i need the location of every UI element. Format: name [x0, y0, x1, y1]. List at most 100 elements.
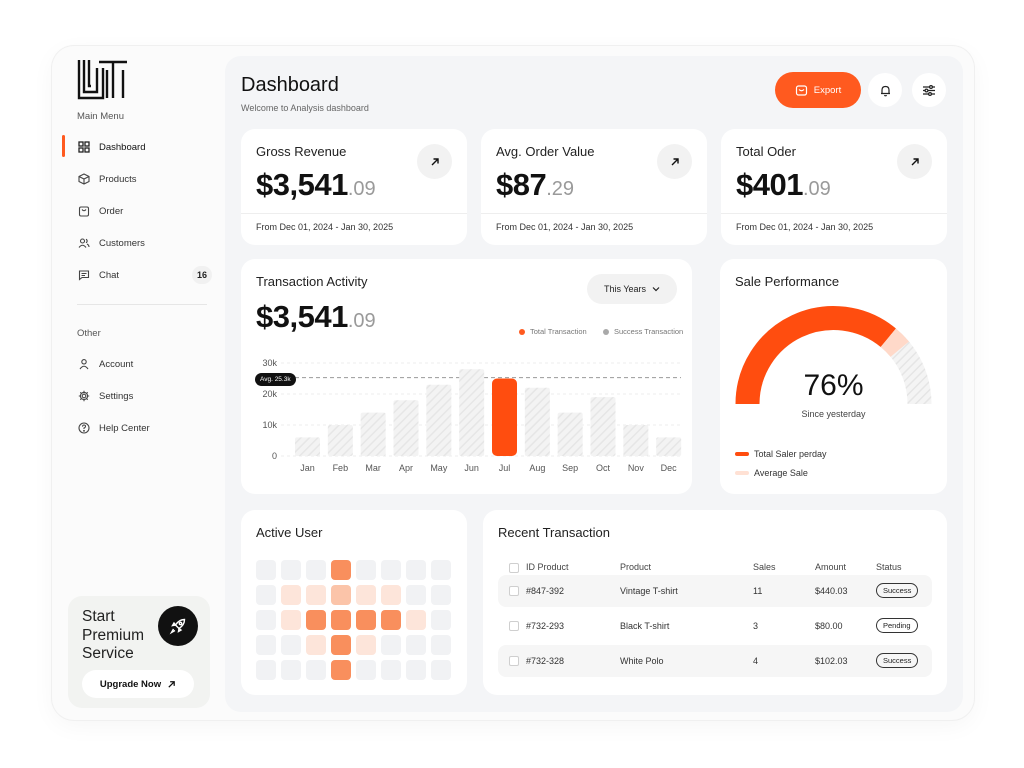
chat-icon: [77, 268, 91, 282]
legend-bar-total: [735, 452, 749, 456]
page-subtitle: Welcome to Analysis dashboard: [241, 103, 369, 113]
user-icon: [77, 357, 91, 371]
x-tick-label: Aug: [529, 463, 545, 473]
card-divider: [241, 213, 467, 214]
sidebar-item-order[interactable]: Order: [77, 200, 212, 222]
heatmap-cell: [306, 610, 326, 630]
sidebar-item-dashboard[interactable]: Dashboard: [77, 136, 212, 158]
heatmap-cell: [281, 560, 301, 580]
heatmap-cell: [381, 585, 401, 605]
row-checkbox[interactable]: [509, 656, 519, 666]
chart-bar: [557, 412, 583, 456]
notification-button[interactable]: [868, 73, 902, 107]
help-icon: [77, 421, 91, 435]
chart-bar: [623, 425, 649, 456]
chart-bar: [459, 369, 485, 456]
x-tick-label: Mar: [365, 463, 381, 473]
gauge-tip: [880, 328, 910, 358]
recent-transaction-card: Recent Transaction ID Product Product Sa…: [483, 510, 947, 695]
sidebar-item-products[interactable]: Products: [77, 168, 212, 190]
stat-value-decimal: .29: [546, 178, 575, 200]
cell-product: Vintage T-shirt: [620, 586, 678, 596]
heatmap-cell: [256, 635, 276, 655]
heatmap-cell: [406, 660, 426, 680]
heatmap-cell: [431, 585, 451, 605]
select-all-checkbox[interactable]: [509, 563, 519, 573]
transaction-value-main: $3,541: [256, 299, 348, 334]
heatmap-cell: [406, 560, 426, 580]
open-stat-button[interactable]: [657, 144, 692, 179]
col-amount: Amount: [815, 562, 847, 572]
sidebar-item-customers[interactable]: Customers: [77, 232, 212, 254]
legend-success: Success Transaction: [603, 327, 683, 336]
heatmap-cell: [431, 635, 451, 655]
table-row[interactable]: #732-293 Black T-shirt 3 $80.00 Pending: [498, 610, 932, 642]
y-tick-label: 20k: [262, 389, 277, 399]
transaction-value-decimal: .09: [347, 310, 376, 332]
table-row[interactable]: #732-328 White Polo 4 $102.03 Success: [498, 645, 932, 677]
filter-button[interactable]: [912, 73, 946, 107]
heatmap-cell: [306, 660, 326, 680]
status-badge: Pending: [876, 618, 918, 633]
sidebar-item-chat[interactable]: Chat 16: [77, 264, 212, 286]
gauge-subtitle: Since yesterday: [801, 409, 866, 419]
main-panel: Dashboard Welcome to Analysis dashboard …: [225, 56, 963, 712]
chart-bar: [360, 412, 386, 456]
status-badge: Success: [876, 583, 919, 598]
sidebar-item-settings[interactable]: Settings: [77, 385, 212, 407]
cell-sales: 3: [753, 621, 759, 631]
heatmap-cell: [281, 635, 301, 655]
x-tick-label: Dec: [661, 463, 678, 473]
sidebar-divider: [77, 304, 207, 305]
heatmap-cell: [356, 560, 376, 580]
stat-card-total-order: Total Oder $401.09 From Dec 01, 2024 - J…: [721, 129, 947, 245]
arrow-up-right-icon: [431, 157, 439, 165]
cell-id: #732-293: [526, 621, 565, 631]
heatmap-cell: [281, 660, 301, 680]
cell-amount: $440.03: [815, 586, 848, 596]
sidebar-item-label: Account: [99, 358, 134, 370]
legend-total-saler-label: Total Saler perday: [754, 449, 827, 459]
gauge-fill: [735, 306, 896, 405]
sidebar-item-help-center[interactable]: Help Center: [77, 417, 212, 439]
heatmap-cell: [331, 610, 351, 630]
heatmap-cell: [381, 635, 401, 655]
active-user-card: Active User: [241, 510, 467, 695]
grid-icon: [77, 140, 91, 154]
heatmap-cell: [331, 560, 351, 580]
x-tick-label: Jan: [300, 463, 315, 473]
gauge-percent: 76%: [803, 369, 864, 402]
stat-value-decimal: .09: [347, 178, 376, 200]
upgrade-now-button[interactable]: Upgrade Now: [82, 670, 194, 698]
sidebar-item-label: Settings: [99, 390, 134, 402]
bag-icon: [77, 204, 91, 218]
sidebar-item-label: Order: [99, 205, 124, 217]
chart-bar: [295, 437, 320, 456]
heatmap-cell: [306, 560, 326, 580]
cell-product: White Polo: [620, 656, 664, 666]
x-tick-label: Apr: [399, 463, 413, 473]
sidebar-item-account[interactable]: Account: [77, 353, 212, 375]
row-checkbox[interactable]: [509, 586, 519, 596]
premium-card: Start Premium Service Upgrade Now: [68, 596, 210, 708]
open-stat-button[interactable]: [897, 144, 932, 179]
sidebar-item-label: Dashboard: [99, 141, 146, 153]
heatmap-cell: [356, 585, 376, 605]
heatmap-cell: [306, 635, 326, 655]
chart-bar: [590, 397, 616, 456]
heatmap-cell: [256, 560, 276, 580]
row-checkbox[interactable]: [509, 621, 519, 631]
stat-card-gross-revenue: Gross Revenue $3,541.09 From Dec 01, 202…: [241, 129, 467, 245]
export-button[interactable]: Export: [775, 72, 861, 108]
heatmap-cell: [281, 610, 301, 630]
x-tick-label: Sep: [562, 463, 578, 473]
sliders-icon: [923, 84, 935, 96]
heatmap-cell: [356, 610, 376, 630]
period-dropdown[interactable]: This Years: [587, 274, 677, 304]
transaction-activity-card: Transaction Activity $3,541.09 This Year…: [241, 259, 692, 494]
heatmap-cell: [406, 610, 426, 630]
gear-icon: [77, 389, 91, 403]
open-stat-button[interactable]: [417, 144, 452, 179]
stat-label: Gross Revenue: [256, 144, 347, 159]
table-row[interactable]: #847-392 Vintage T-shirt 11 $440.03 Succ…: [498, 575, 932, 607]
